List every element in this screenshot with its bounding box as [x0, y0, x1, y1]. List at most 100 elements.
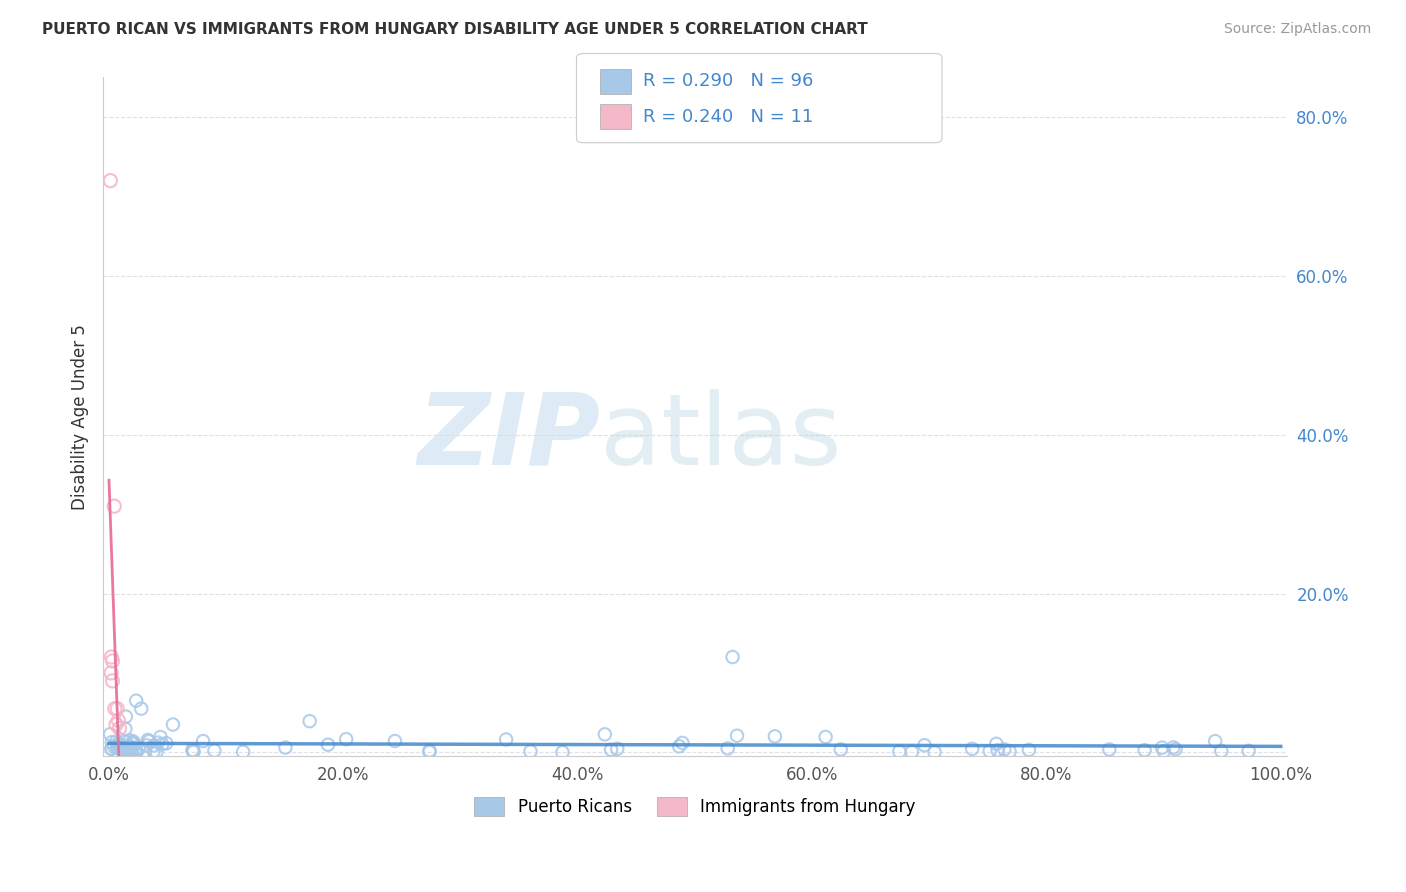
- Point: [1204, 734, 1226, 748]
- Point: [671, 736, 693, 750]
- Point: [120, 733, 142, 747]
- Point: [814, 730, 837, 744]
- Point: [181, 743, 204, 757]
- Point: [1164, 742, 1187, 756]
- Point: [110, 741, 132, 756]
- Text: Source: ZipAtlas.com: Source: ZipAtlas.com: [1223, 22, 1371, 37]
- Point: [125, 694, 148, 708]
- Point: [117, 745, 139, 759]
- Point: [960, 742, 983, 756]
- Point: [1163, 740, 1185, 755]
- Point: [889, 745, 911, 759]
- Point: [181, 744, 204, 758]
- Point: [100, 741, 122, 756]
- Point: [998, 744, 1021, 758]
- Point: [986, 737, 1008, 751]
- Point: [1211, 744, 1233, 758]
- Point: [830, 742, 852, 756]
- Point: [105, 701, 128, 715]
- Point: [1237, 744, 1260, 758]
- Point: [191, 734, 214, 748]
- Point: [108, 722, 131, 736]
- Point: [104, 735, 127, 749]
- Point: [120, 745, 142, 759]
- Point: [103, 499, 125, 513]
- Point: [120, 740, 142, 755]
- Point: [136, 733, 159, 747]
- Point: [495, 732, 517, 747]
- Point: [202, 744, 225, 758]
- Point: [418, 745, 440, 759]
- Point: [105, 717, 128, 731]
- Point: [124, 744, 146, 758]
- Point: [125, 744, 148, 758]
- Point: [146, 736, 169, 750]
- Y-axis label: Disability Age Under 5: Disability Age Under 5: [72, 324, 89, 510]
- Point: [418, 743, 440, 757]
- Point: [100, 665, 122, 680]
- Point: [107, 739, 129, 753]
- Point: [183, 745, 205, 759]
- Point: [114, 735, 136, 749]
- Text: PUERTO RICAN VS IMMIGRANTS FROM HUNGARY DISABILITY AGE UNDER 5 CORRELATION CHART: PUERTO RICAN VS IMMIGRANTS FROM HUNGARY …: [42, 22, 868, 37]
- Legend: Puerto Ricans, Immigrants from Hungary: Puerto Ricans, Immigrants from Hungary: [468, 790, 922, 822]
- Text: R = 0.240   N = 11: R = 0.240 N = 11: [643, 108, 813, 126]
- Point: [100, 741, 122, 756]
- Point: [668, 739, 690, 754]
- Point: [901, 745, 924, 759]
- Point: [117, 745, 139, 759]
- Point: [721, 650, 744, 665]
- Point: [155, 736, 177, 750]
- Point: [149, 730, 172, 744]
- Point: [335, 732, 357, 747]
- Point: [1150, 740, 1173, 755]
- Point: [120, 739, 142, 754]
- Point: [987, 743, 1010, 757]
- Point: [1153, 744, 1175, 758]
- Point: [725, 729, 748, 743]
- Point: [150, 737, 173, 751]
- Point: [100, 174, 122, 188]
- Point: [115, 709, 138, 723]
- Point: [110, 737, 132, 751]
- Text: R = 0.290   N = 96: R = 0.290 N = 96: [643, 72, 813, 90]
- Point: [122, 734, 145, 748]
- Point: [134, 745, 156, 759]
- Point: [135, 739, 157, 753]
- Point: [162, 717, 184, 731]
- Point: [914, 738, 936, 752]
- Point: [108, 739, 131, 754]
- Point: [111, 744, 134, 758]
- Point: [105, 740, 128, 755]
- Point: [128, 741, 150, 756]
- Point: [107, 714, 129, 728]
- Point: [993, 742, 1015, 756]
- Point: [122, 737, 145, 751]
- Point: [117, 745, 139, 759]
- Point: [143, 739, 166, 753]
- Point: [98, 727, 121, 741]
- Point: [101, 735, 124, 749]
- Point: [1133, 743, 1156, 757]
- Point: [103, 739, 125, 754]
- Point: [114, 722, 136, 736]
- Point: [112, 744, 135, 758]
- Point: [142, 744, 165, 758]
- Point: [145, 745, 167, 759]
- Point: [298, 714, 321, 728]
- Point: [124, 744, 146, 758]
- Text: ZIP: ZIP: [418, 389, 600, 486]
- Point: [763, 730, 786, 744]
- Point: [121, 743, 143, 757]
- Point: [129, 701, 152, 715]
- Point: [979, 744, 1001, 758]
- Point: [117, 742, 139, 756]
- Point: [232, 745, 254, 759]
- Point: [1098, 742, 1121, 756]
- Point: [384, 734, 406, 748]
- Point: [101, 654, 124, 668]
- Point: [316, 738, 339, 752]
- Point: [600, 743, 623, 757]
- Text: atlas: atlas: [600, 389, 842, 486]
- Point: [1018, 743, 1040, 757]
